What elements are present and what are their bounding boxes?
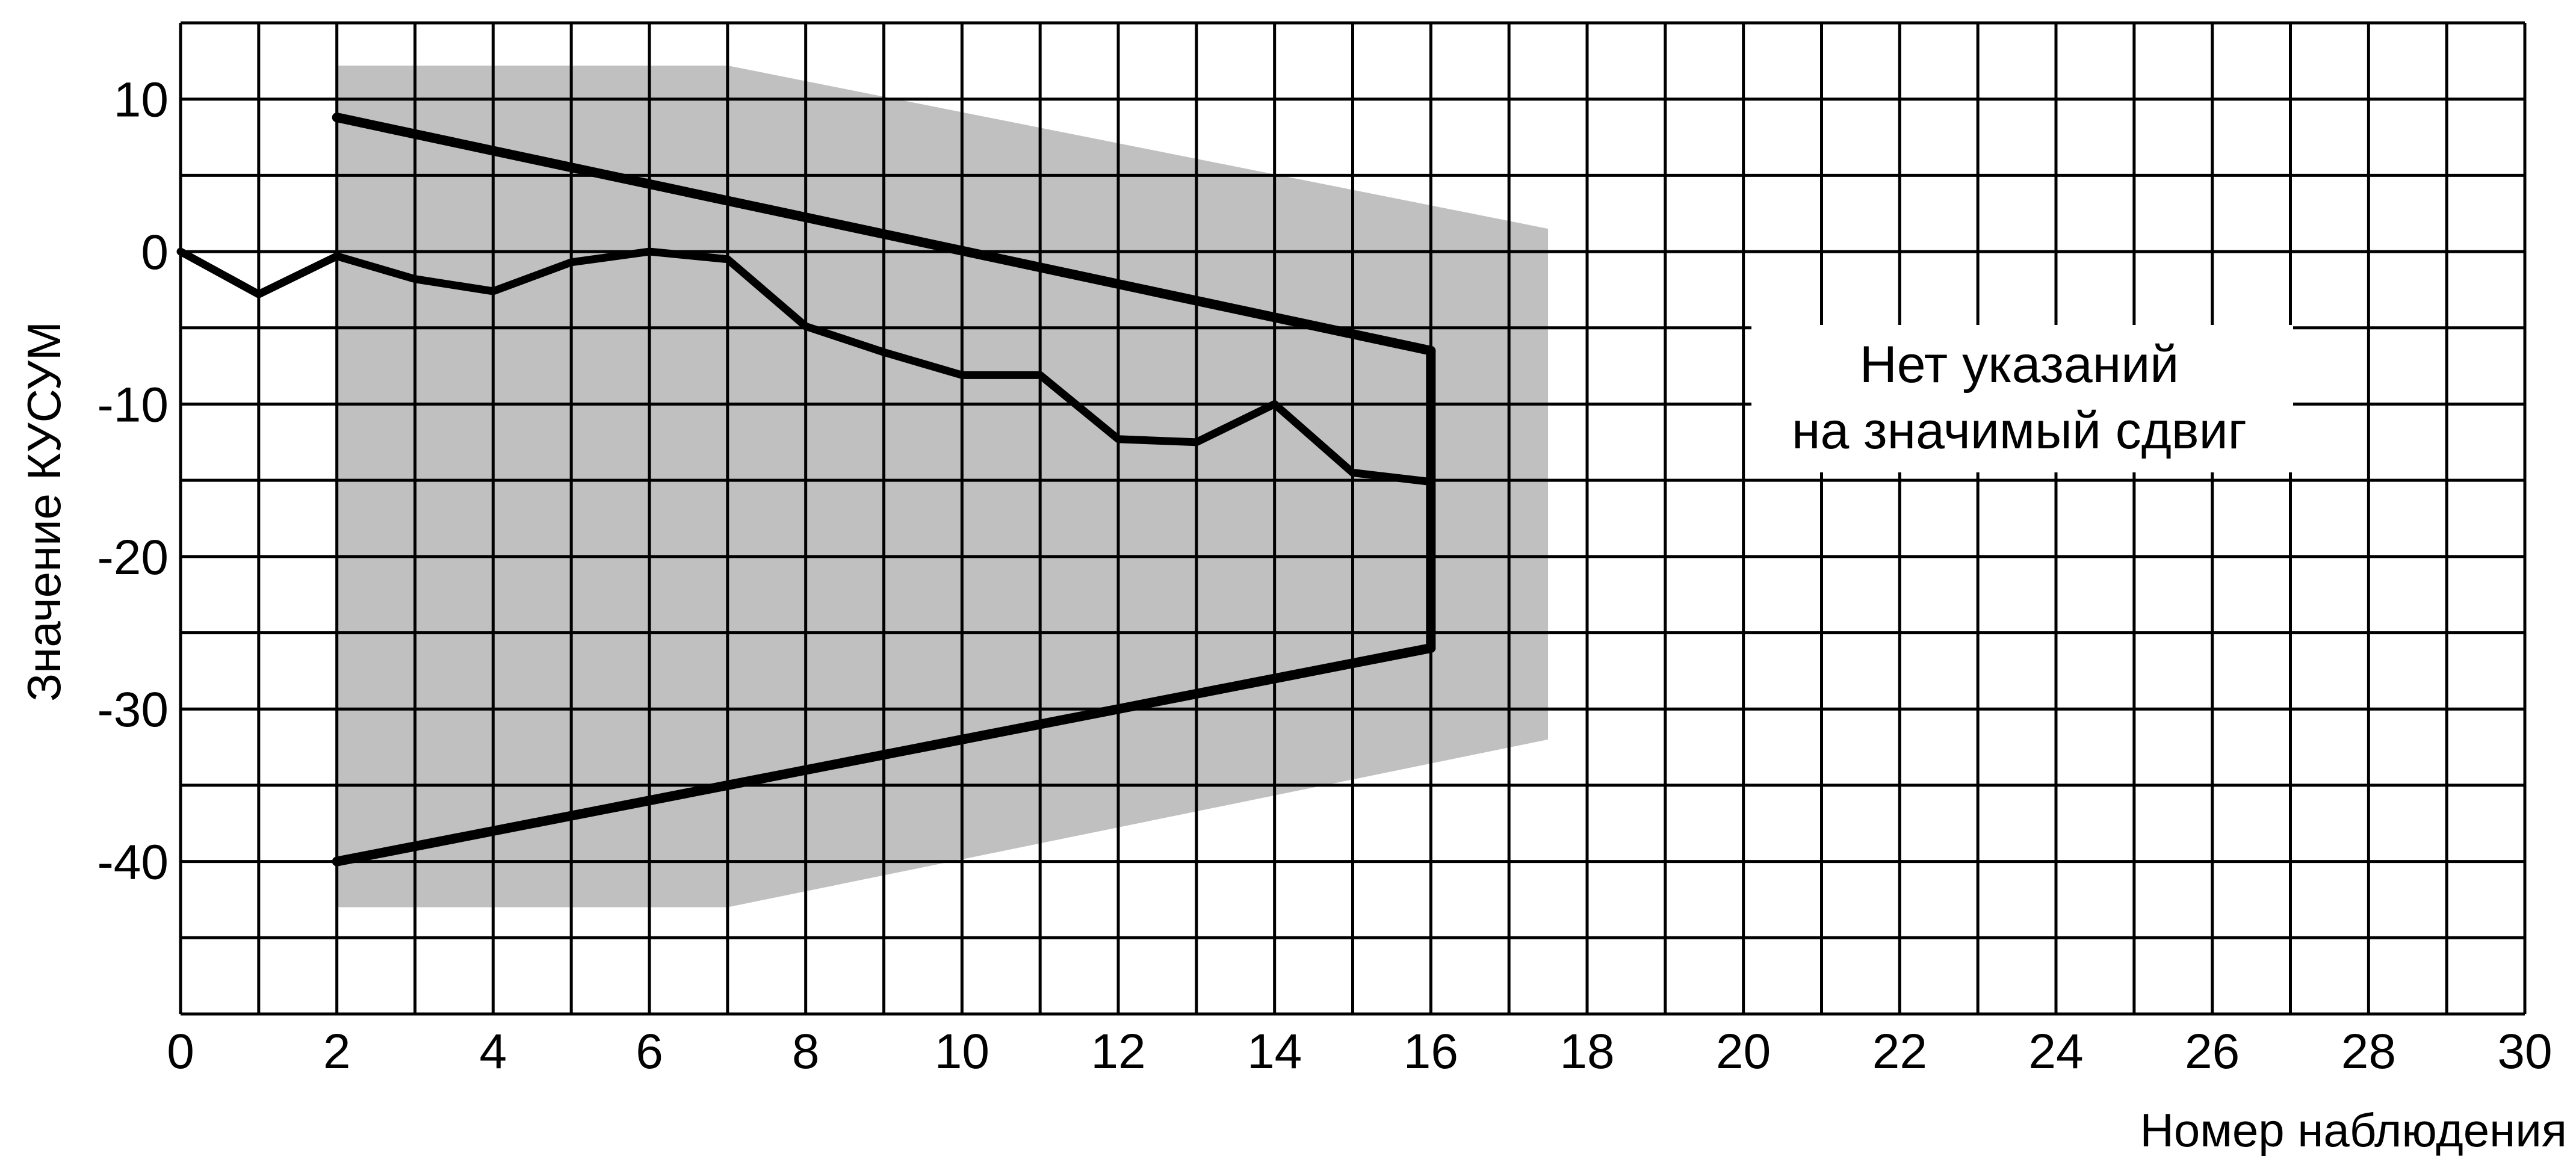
- y-tick-label: -40: [97, 835, 169, 890]
- x-tick-label: 6: [636, 1024, 663, 1079]
- x-axis-label: Номер наблюдения: [2140, 1104, 2567, 1156]
- y-tick-label: -20: [97, 530, 169, 585]
- x-tick-label: 12: [1091, 1024, 1145, 1079]
- annotation-box: Нет указаний на значимый сдвиг: [1751, 325, 2293, 472]
- x-tick-label: 2: [323, 1024, 351, 1079]
- x-tick-label: 18: [1559, 1024, 1614, 1079]
- y-tick-label: -10: [97, 377, 169, 432]
- x-tick-label: 20: [1716, 1024, 1771, 1079]
- cusum-line: [176, 247, 1435, 486]
- annotation-line-1: Нет указаний: [1860, 336, 2179, 394]
- v-mask-upper-arm: [332, 113, 1436, 356]
- cusum-series: [176, 247, 1435, 486]
- v-mask-lower-arm: [332, 643, 1436, 867]
- x-tick-label: 30: [2497, 1024, 2552, 1079]
- v-mask-shade: [336, 65, 1549, 907]
- y-axis-label: Значение КУСУМ: [17, 321, 70, 702]
- y-tick-label: 0: [141, 225, 169, 280]
- x-axis-ticks: 0 2 4 6 8 10 12 14 16 18 20 22 24 26 28 30: [167, 1024, 2552, 1079]
- annotation-background: [1751, 325, 2293, 472]
- x-tick-label: 10: [935, 1024, 989, 1079]
- x-tick-label: 8: [792, 1024, 820, 1079]
- x-tick-label: 26: [2185, 1024, 2240, 1079]
- x-tick-label: 0: [167, 1024, 194, 1079]
- x-tick-label: 4: [480, 1024, 507, 1079]
- x-tick-label: 16: [1404, 1024, 1458, 1079]
- v-mask: [332, 113, 1436, 867]
- y-axis-ticks: 10 0 -10 -20 -30 -40: [97, 73, 169, 890]
- v-mask-shaded-area: [336, 65, 1549, 907]
- x-tick-label: 28: [2341, 1024, 2396, 1079]
- x-tick-label: 24: [2028, 1024, 2083, 1079]
- annotation-line-2: на значимый сдвиг: [1792, 402, 2247, 460]
- x-tick-label: 22: [1872, 1024, 1927, 1079]
- y-tick-label: -30: [97, 682, 169, 737]
- y-tick-label: 10: [114, 73, 169, 128]
- x-tick-label: 14: [1247, 1024, 1302, 1079]
